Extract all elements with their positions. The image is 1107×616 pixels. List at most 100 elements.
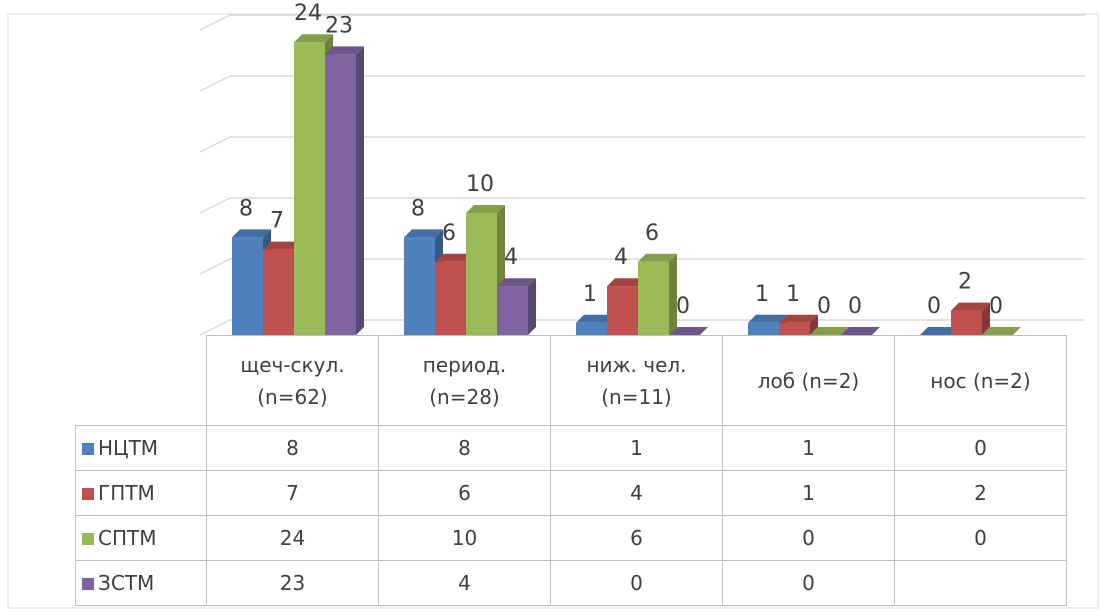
value-label: 0 [676, 294, 690, 319]
value-label: 8 [239, 196, 253, 221]
category-label: ниж. чел. (n=11) [586, 352, 687, 409]
table-value: 0 [550, 560, 723, 606]
grid-line [199, 14, 1085, 31]
table-value: 1 [550, 425, 723, 471]
legend-swatch [82, 533, 94, 545]
series-row: ЗСТМ 23 4 0 0 [75, 560, 1067, 606]
table-value: 6 [550, 515, 723, 561]
legend-swatch [82, 443, 94, 455]
bar [576, 322, 607, 335]
legend-cell: ЗСТМ [75, 560, 207, 606]
header-row: щеч-скул. (n=62) период. (n=28) ниж. чел. … [75, 335, 1067, 426]
value-label: 8 [411, 196, 425, 221]
table-value: 8 [206, 425, 379, 471]
value-label: 4 [504, 245, 518, 270]
value-label: 0 [817, 294, 831, 319]
category-label: лоб (n=2) [757, 368, 860, 393]
table-value: 2 [894, 470, 1067, 516]
legend-label: ГПТМ [98, 481, 155, 505]
bar-side [982, 302, 990, 335]
category-label: период. (n=28) [422, 352, 507, 409]
series-row: СПТМ 24 10 6 0 0 [75, 515, 1067, 561]
category-label: щеч-скул. (n=62) [240, 352, 345, 409]
value-label: 1 [583, 282, 597, 307]
bar-top [982, 327, 1021, 335]
legend-swatch [82, 488, 94, 500]
table-value: 4 [550, 470, 723, 516]
bar-top [497, 278, 536, 287]
bar-top [607, 278, 646, 287]
table-value: 0 [894, 425, 1067, 471]
bar [325, 54, 356, 336]
bar-side [810, 314, 818, 335]
chart-border [7, 13, 1099, 609]
legend-label: НЦТМ [98, 436, 159, 460]
table-value: 23 [206, 560, 379, 606]
legend-cell: НЦТМ [75, 425, 207, 471]
value-label: 7 [270, 209, 284, 234]
bar-top [748, 314, 787, 323]
bar-top [779, 314, 818, 323]
category-cell: нос (n=2) [894, 335, 1067, 426]
bar-top [325, 46, 364, 55]
bar-top [294, 34, 333, 43]
table-value: 1 [722, 470, 895, 516]
table-value [894, 560, 1067, 606]
value-label: 6 [442, 221, 456, 246]
bar [497, 286, 528, 335]
table-value: 0 [722, 515, 895, 561]
value-label: 10 [466, 172, 494, 197]
value-label: 0 [927, 294, 941, 319]
category-label: нос (n=2) [930, 368, 1031, 393]
bar [466, 213, 497, 335]
value-label: 2 [958, 270, 972, 295]
legend-cell: СПТМ [75, 515, 207, 561]
value-label: 1 [755, 282, 769, 307]
series-row: ГПТМ 7 6 4 1 2 [75, 470, 1067, 516]
bar-top [404, 229, 443, 238]
data-table: щеч-скул. (n=62) период. (n=28) ниж. чел. … [75, 335, 1067, 606]
value-label: 24 [294, 1, 322, 26]
bar [404, 237, 435, 335]
bar [607, 286, 638, 335]
bar-top [841, 327, 880, 335]
legend-cell: ГПТМ [75, 470, 207, 516]
bar [779, 322, 810, 335]
grid-line [199, 197, 1085, 214]
bar-top [232, 229, 271, 238]
grid-line [199, 258, 1085, 275]
table-value: 4 [378, 560, 551, 606]
table-value: 0 [894, 515, 1067, 561]
value-label: 1 [786, 282, 800, 307]
table-value: 7 [206, 470, 379, 516]
bar [232, 237, 263, 335]
legend-label: СПТМ [98, 526, 157, 550]
bar-top [263, 241, 302, 250]
bar [263, 249, 294, 335]
category-cell: ниж. чел. (n=11) [550, 335, 723, 426]
bar-top [638, 253, 677, 262]
table-value: 0 [722, 560, 895, 606]
bar-top [951, 302, 990, 311]
bar-side [528, 278, 536, 335]
corner [75, 335, 207, 426]
value-label: 6 [645, 221, 659, 246]
grid-line [199, 136, 1085, 153]
bar [435, 261, 466, 335]
table-value: 10 [378, 515, 551, 561]
bar [294, 42, 325, 335]
series-row: НЦТМ 8 8 1 1 0 [75, 425, 1067, 471]
grid-line [199, 75, 1085, 92]
category-cell: лоб (n=2) [722, 335, 895, 426]
category-cell: щеч-скул. (n=62) [206, 335, 379, 426]
table-value: 24 [206, 515, 379, 561]
legend-swatch [82, 578, 94, 590]
bar [748, 322, 779, 335]
bar-top [669, 327, 708, 335]
bar [638, 261, 669, 335]
value-label: 4 [614, 245, 628, 270]
value-label: 0 [989, 294, 1003, 319]
legend-label: ЗСТМ [98, 571, 155, 595]
